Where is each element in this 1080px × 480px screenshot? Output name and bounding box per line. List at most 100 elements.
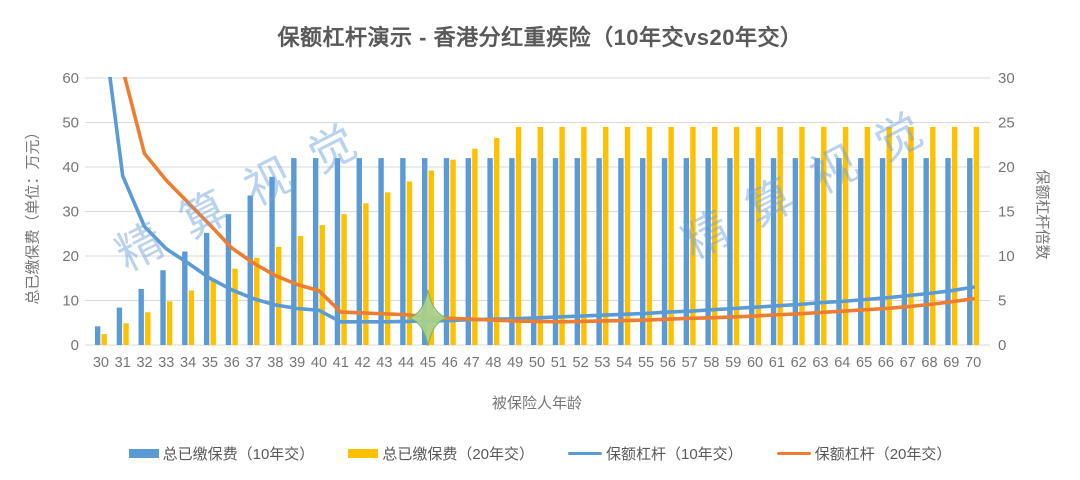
bar-premium-10yr [356, 158, 362, 345]
bar-premium-10yr [509, 158, 515, 345]
line-swatch-icon [568, 451, 602, 456]
x-tick-label: 34 [180, 355, 196, 371]
bar-premium-20yr [842, 126, 849, 345]
bar-premium-20yr [864, 126, 871, 345]
bar-premium-20yr [624, 126, 631, 345]
bar-premium-10yr [901, 158, 908, 345]
y-right-tick-label: 15 [998, 204, 1015, 221]
bar-premium-10yr [225, 214, 232, 345]
x-tick-label: 60 [747, 355, 763, 371]
legend-label: 总已缴保费（10年交） [162, 446, 315, 463]
bar-swatch-icon [128, 449, 159, 458]
bar-premium-20yr [210, 279, 216, 345]
bar-premium-10yr [661, 158, 668, 345]
chart-title: 保额杠杆演示 - 香港分红重疾险（10年交vs20年交） [277, 25, 803, 50]
bar-premium-20yr [690, 126, 696, 345]
bar-premium-10yr [400, 158, 406, 345]
bar-premium-10yr [770, 158, 777, 345]
y-left-tick-label: 10 [62, 293, 79, 310]
x-tick-label: 36 [224, 355, 240, 371]
bar-premium-10yr [291, 158, 297, 345]
x-tick-label: 66 [878, 355, 894, 371]
bar-premium-20yr [275, 246, 282, 345]
bar-premium-10yr [552, 158, 559, 345]
bar-premium-20yr [821, 126, 827, 345]
x-tick-label: 57 [682, 355, 698, 371]
bar-premium-10yr [683, 158, 690, 345]
legend-item-leverage-20yr[interactable]: 保额杠杆（20年交） [776, 443, 951, 464]
bar-premium-20yr [777, 126, 783, 345]
bar-premium-20yr [799, 126, 805, 345]
bar-premium-20yr [428, 170, 434, 345]
bar-premium-10yr [247, 195, 253, 345]
bar-premium-20yr [493, 137, 500, 345]
x-tick-label: 56 [660, 355, 676, 371]
bar-premium-20yr [232, 268, 238, 345]
bar-premium-20yr [755, 126, 762, 345]
bar-premium-10yr [421, 158, 428, 345]
legend-item-premium-10yr[interactable]: 总已缴保费（10年交） [128, 443, 315, 464]
x-tick-label: 48 [485, 355, 501, 371]
line-leverage-10yr [108, 77, 975, 324]
bar-premium-20yr [951, 126, 958, 345]
x-tick-label: 47 [464, 355, 480, 371]
bar-premium-10yr [618, 158, 624, 345]
bar-premium-20yr [930, 126, 936, 345]
bar-premium-10yr [574, 158, 581, 345]
y-left-tick-label: 20 [62, 248, 79, 265]
bar-premium-20yr [886, 126, 892, 345]
bar-premium-10yr [967, 158, 973, 345]
bar-premium-20yr [188, 290, 195, 345]
x-tick-label: 55 [638, 355, 654, 371]
x-tick-label: 46 [442, 355, 458, 371]
y-left-tick-label: 50 [62, 115, 79, 132]
bar-premium-20yr [166, 301, 173, 345]
bar-premium-10yr [269, 176, 275, 345]
legend-label: 保额杠杆（10年交） [606, 446, 743, 463]
x-tick-label: 65 [856, 355, 872, 371]
x-tick-label: 58 [703, 355, 719, 371]
bar-premium-10yr [138, 288, 144, 345]
bar-premium-20yr [515, 126, 522, 345]
bar-premium-10yr [727, 158, 733, 345]
x-tick-label: 49 [507, 355, 523, 371]
x-tick-label: 52 [573, 355, 589, 371]
y-left-axis-title: 总已缴保费（单位：万元） [24, 124, 42, 305]
x-tick-label: 50 [529, 355, 545, 371]
bar-premium-10yr [487, 158, 493, 345]
bar-premium-20yr [733, 126, 740, 345]
line-leverage-20yr [122, 77, 975, 324]
x-tick-label: 42 [354, 355, 370, 371]
bar-premium-10yr [705, 158, 711, 345]
bar-premium-20yr [101, 334, 107, 345]
x-tick-label: 35 [202, 355, 218, 371]
bar-premium-10yr [836, 158, 842, 345]
x-tick-label: 67 [900, 355, 916, 371]
bar-premium-20yr [319, 225, 325, 345]
bar-premium-10yr [334, 158, 341, 345]
bar-premium-10yr [749, 158, 755, 345]
y-left-tick-label: 60 [62, 70, 79, 87]
y-right-tick-label: 0 [998, 337, 1006, 354]
legend-label: 总已缴保费（20年交） [382, 446, 534, 463]
bar-swatch-icon [348, 449, 379, 458]
bar-premium-10yr [945, 158, 951, 345]
x-tick-label: 69 [943, 355, 959, 371]
line-swatch-icon [776, 451, 811, 456]
bar-premium-20yr [145, 312, 151, 345]
y-left-tick-label: 30 [62, 204, 79, 221]
x-tick-label: 63 [812, 355, 828, 371]
bar-premium-10yr [640, 158, 646, 345]
bar-premium-10yr [203, 232, 210, 345]
legend-item-leverage-10yr[interactable]: 保额杠杆（10年交） [568, 443, 743, 464]
star-marker-icon [407, 289, 449, 346]
x-tick-label: 43 [376, 355, 392, 371]
bar-premium-10yr [531, 158, 537, 345]
x-axis-title: 被保险人年龄 [491, 395, 582, 412]
x-tick-label: 44 [398, 355, 414, 371]
y-right-tick-label: 25 [998, 115, 1015, 132]
bar-premium-20yr [559, 126, 565, 345]
legend-item-premium-20yr[interactable]: 总已缴保费（20年交） [348, 443, 534, 464]
x-tick-label: 62 [791, 355, 807, 371]
x-tick-label: 30 [93, 355, 109, 371]
